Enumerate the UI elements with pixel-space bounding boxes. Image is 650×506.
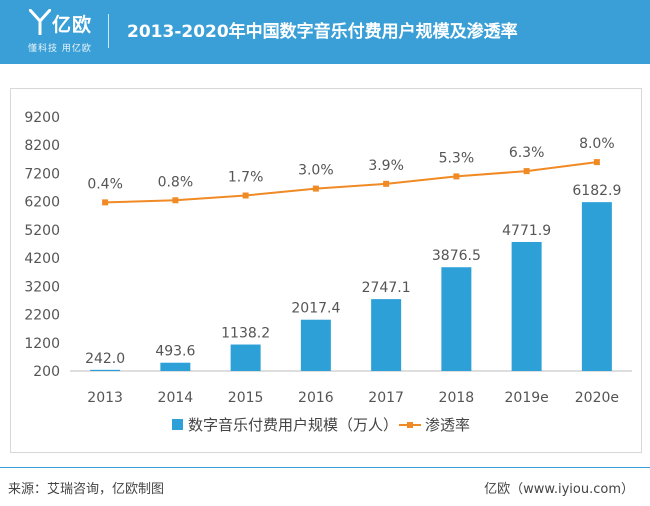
y-tick-label: 1200: [24, 336, 60, 352]
y-tick-label: 8200: [24, 138, 60, 154]
bar: [581, 202, 612, 371]
x-tick-label: 2016: [298, 390, 334, 406]
penetration-point: [523, 168, 530, 175]
bar-value-label: 1138.2: [221, 326, 270, 342]
penetration-value-label: 1.7%: [228, 169, 264, 185]
penetration-value-label: 0.4%: [87, 176, 123, 192]
y-tick-label: 4200: [24, 251, 60, 267]
bar-value-label: 242.0: [85, 351, 125, 367]
penetration-value-label: 3.0%: [298, 163, 334, 179]
bar: [511, 241, 542, 371]
bar-value-label: 2747.1: [362, 280, 411, 296]
y-tick-label: 3200: [24, 279, 60, 295]
penetration-value-label: 8.0%: [579, 136, 615, 152]
bar: [441, 267, 472, 371]
bar: [371, 299, 402, 371]
y-tick-label: 7200: [24, 166, 60, 182]
penetration-point: [453, 173, 460, 180]
penetration-point: [102, 199, 109, 206]
brand-name: 亿欧: [52, 14, 93, 36]
bar: [90, 369, 121, 371]
x-tick-label: 2019e: [505, 390, 549, 406]
y-tick-label: 5200: [24, 223, 60, 239]
bar-value-label: 6182.9: [572, 183, 621, 199]
bar: [300, 319, 331, 371]
yiou-logo-icon: [29, 9, 51, 35]
y-tick-label: 200: [33, 364, 60, 380]
page-title: 2013-2020年中国数字音乐付费用户规模及渗透率: [127, 22, 518, 42]
bar-value-label: 2017.4: [291, 301, 340, 317]
penetration-value-label: 3.9%: [368, 158, 404, 174]
x-tick-label: 2017: [368, 390, 404, 406]
bar-value-label: 4771.9: [502, 223, 551, 239]
legend-swatch-bar: [172, 419, 183, 430]
penetration-value-label: 6.3%: [509, 145, 545, 161]
penetration-point: [312, 185, 319, 192]
penetration-point: [172, 197, 179, 204]
y-tick-label: 2200: [24, 308, 60, 324]
y-tick-label: 9200: [24, 110, 60, 126]
bar-value-label: 493.6: [155, 344, 195, 360]
y-tick-label: 6200: [24, 195, 60, 211]
header-banner: 亿欧 懂科技 用亿欧 2013-2020年中国数字音乐付费用户规模及渗透率: [0, 0, 650, 64]
bar: [230, 344, 261, 371]
legend-label-bar: 数字音乐付费用户规模（万人）: [188, 416, 398, 434]
bar-value-label: 3876.5: [432, 248, 481, 264]
footer-divider: [0, 467, 650, 468]
penetration-line: [105, 161, 598, 204]
penetration-point: [383, 180, 390, 187]
penetration-point: [242, 192, 249, 199]
header-divider: [108, 14, 109, 48]
bar: [160, 362, 191, 371]
x-tick-label: 2015: [228, 390, 264, 406]
legend-label-line: 渗透率: [425, 416, 470, 434]
source-note: 来源：艾瑞咨询，亿欧制图: [8, 482, 165, 497]
penetration-value-label: 5.3%: [439, 150, 475, 166]
x-tick-label: 2020e: [575, 390, 619, 406]
x-tick-label: 2014: [158, 390, 194, 406]
x-tick-label: 2018: [439, 390, 475, 406]
credit-note: 亿欧（www.iyiou.com）: [484, 482, 634, 497]
legend-swatch-marker: [407, 422, 413, 428]
brand-tagline: 懂科技 用亿欧: [28, 44, 92, 54]
penetration-point: [593, 159, 600, 166]
x-tick-label: 2013: [87, 390, 123, 406]
penetration-value-label: 0.8%: [158, 174, 194, 190]
